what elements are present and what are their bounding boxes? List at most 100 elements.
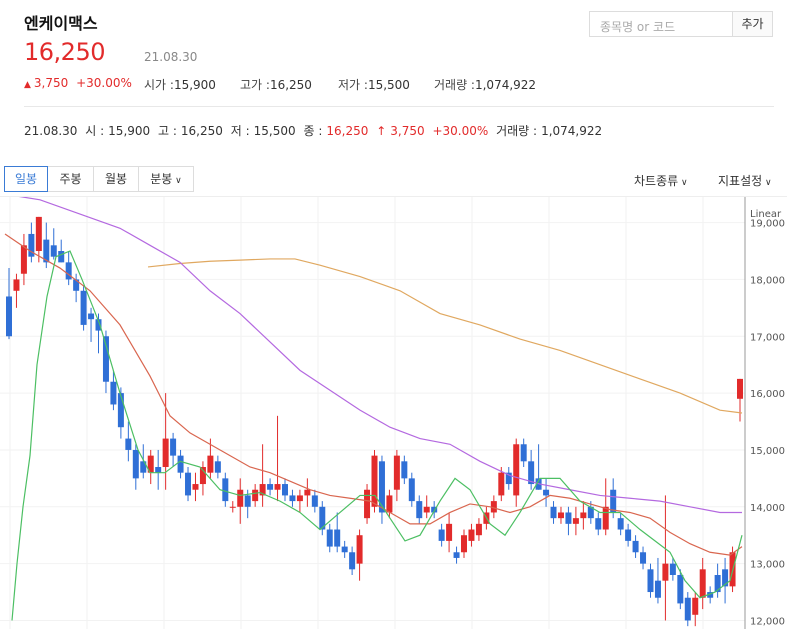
- change-amount: 3,750: [33, 76, 69, 90]
- y-tick-label: 17,000: [750, 332, 785, 343]
- candle-body: [334, 529, 341, 547]
- quote-date: 21.08.30: [144, 50, 198, 64]
- candle-body: [662, 563, 669, 581]
- candle-body: [274, 484, 281, 490]
- candle-body: [252, 489, 259, 502]
- ma20-line: [4, 233, 743, 556]
- candle-body: [669, 563, 676, 575]
- candlestick-chart[interactable]: 12,000 13,000 14,000 15,000 16,000 17,000 18,0…: [0, 196, 787, 629]
- stat-volume-value: 1,074,922: [474, 78, 537, 92]
- indicator-menu[interactable]: 지표설정 ∨: [718, 172, 772, 189]
- candle-body: [13, 279, 20, 291]
- stat-low-value: 15,500: [367, 78, 410, 92]
- candle-body: [319, 506, 326, 530]
- daily-volume-label: 거래량 :: [496, 124, 538, 138]
- candle-body: [408, 478, 415, 502]
- tab-minute-label: 분봉: [150, 172, 173, 186]
- daily-change: 3,750: [390, 124, 425, 138]
- tab-daily[interactable]: 일봉: [4, 166, 48, 192]
- candle-body: [199, 467, 206, 485]
- candle-body: [677, 575, 684, 604]
- candle-body: [237, 489, 244, 507]
- candle-body: [692, 597, 699, 615]
- candle-body: [304, 489, 311, 496]
- candle-body: [349, 552, 356, 570]
- current-price: 16,250: [24, 38, 105, 66]
- indicator-label: 지표설정: [718, 174, 763, 188]
- candle-body: [162, 438, 169, 467]
- candle-body: [207, 455, 214, 473]
- candle-body: [155, 467, 162, 473]
- y-tick-label: 13,000: [750, 560, 785, 571]
- stat-open-label: 시가 :: [144, 78, 174, 92]
- ma5-line: [11, 250, 743, 621]
- candle-body: [289, 495, 296, 502]
- daily-volume: 1,074,922: [541, 124, 603, 138]
- candle-body: [647, 569, 654, 593]
- candle-body: [617, 518, 624, 530]
- candle-body: [356, 535, 363, 564]
- candle-body: [326, 529, 333, 547]
- chart-toolbar: 일봉 주봉 월봉 분봉 ∨ 차트종류 ∨ 지표설정 ∨: [0, 162, 787, 196]
- candle-body: [595, 518, 602, 530]
- candle-body: [43, 239, 50, 263]
- tab-minute[interactable]: 분봉 ∨: [138, 166, 194, 192]
- candle-body: [110, 381, 117, 405]
- search-input[interactable]: 종목명 or 코드: [589, 11, 733, 37]
- daily-summary: 21.08.30 시 :15,900 고 :16,250 저 :15,500 종…: [24, 122, 606, 139]
- candle-body: [117, 393, 124, 428]
- ma60-line: [18, 197, 742, 514]
- tab-monthly[interactable]: 월봉: [93, 166, 139, 192]
- candle-body: [102, 336, 109, 382]
- candle-body: [65, 262, 72, 280]
- daily-change-percent: +30.00%: [432, 124, 489, 138]
- candle-body: [490, 501, 497, 513]
- daily-high-label: 고 :: [158, 124, 177, 138]
- stat-volume: 거래량 :1,074,922: [434, 76, 536, 93]
- candle-body: [58, 251, 65, 263]
- candle-body: [378, 461, 385, 513]
- y-tick-label: 16,000: [750, 389, 785, 400]
- stat-volume-label: 거래량 :: [434, 78, 475, 92]
- candle-body: [132, 449, 139, 479]
- candle-body: [401, 461, 408, 479]
- stat-low-label: 저가 :: [338, 78, 368, 92]
- y-tick-label: 14,000: [750, 503, 785, 514]
- daily-close: 16,250: [326, 124, 369, 138]
- scale-label: Linear: [750, 209, 782, 220]
- candle-body: [722, 569, 729, 587]
- candle-body: [475, 523, 482, 536]
- candle-body: [557, 512, 564, 519]
- add-button[interactable]: 추가: [733, 11, 773, 37]
- candle-body: [468, 529, 475, 541]
- chevron-down-icon: ∨: [172, 176, 182, 186]
- chevron-down-icon: ∨: [762, 178, 772, 188]
- candle-body: [267, 484, 274, 490]
- chart-type-label: 차트종류: [634, 174, 679, 188]
- daily-high: 16,250: [180, 124, 223, 138]
- candle-body: [341, 546, 348, 553]
- stat-high: 고가 :16,250: [240, 76, 312, 93]
- candle-body: [296, 495, 303, 502]
- candle-body: [684, 597, 691, 621]
- tab-weekly[interactable]: 주봉: [47, 166, 94, 192]
- candle-body: [80, 290, 87, 325]
- candle-body: [453, 552, 460, 558]
- candle-body: [140, 461, 147, 473]
- chart-type-menu[interactable]: 차트종류 ∨: [634, 172, 688, 189]
- candle-body: [35, 216, 42, 251]
- daily-close-label: 종 :: [303, 124, 323, 138]
- candle-body: [423, 506, 430, 513]
- candle-body: [95, 319, 102, 331]
- candle-body: [520, 444, 527, 462]
- candle-body: [73, 279, 80, 291]
- chart-svg: 12,000 13,000 14,000 15,000 16,000 17,000 18,0…: [0, 197, 785, 629]
- candle-body: [281, 484, 288, 496]
- candle-body: [192, 484, 199, 490]
- daily-open: 15,900: [108, 124, 151, 138]
- y-tick-label: 18,000: [750, 275, 785, 286]
- change-percent: +30.00%: [76, 76, 132, 90]
- candle-body: [654, 580, 661, 598]
- daily-open-label: 시 :: [85, 124, 105, 138]
- stat-low: 저가 :15,500: [338, 76, 410, 93]
